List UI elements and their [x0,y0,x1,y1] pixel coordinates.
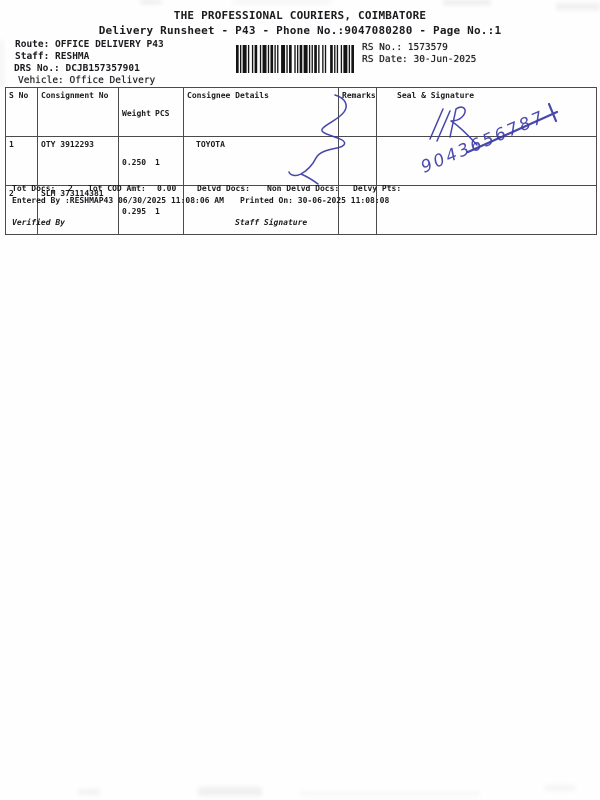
cell-weight: 0.295 [122,207,147,216]
scan-smudge [232,0,332,4]
tot-docs-value: 2 [68,184,73,193]
cell-consignment: OTY 3912293 [37,136,119,186]
cell-weight-pcs: 0.250 1 [118,136,184,186]
cell-pcs: 1 [155,158,160,167]
cell-remarks [338,136,377,186]
scan-smudge [140,0,162,4]
table-header-row: S No Consignment No Weight PCS Consignee … [5,87,597,137]
header-remarks: Remarks [338,87,377,137]
cell-sno: 1 [5,136,38,186]
rs-date-line: RS Date: 30-Jun-2025 [362,54,477,65]
runsheet-table: S No Consignment No Weight PCS Consignee … [5,87,597,235]
header-consignment: Consignment No [37,87,119,137]
tot-cod-value: 0.00 [157,184,177,193]
cell-consignee [183,185,339,235]
cell-sno: 2 [5,185,38,235]
cell-weight-pcs: 0.295 1 [118,185,184,235]
scan-smudge [545,785,575,791]
cell-pcs: 1 [155,207,160,216]
cell-seal [376,185,597,235]
vehicle-line: Vehicle: Office Delivery [18,75,156,86]
scan-smudge [78,789,100,795]
header-weight-pcs: Weight PCS [118,87,184,137]
header-pcs: PCS [155,109,170,118]
non-delvd-docs-label: Non Delvd Docs: [267,184,340,193]
staff-signature-label: Staff Signature [235,218,308,227]
delvd-docs-label: Delvd Docs: [197,184,250,193]
staff-line: Staff: RESHMA [15,51,90,62]
tot-cod-label: Tot COD Amt: [88,184,146,193]
barcode-image [236,45,354,73]
entered-by-line: Entered By :RESHMAP43 06/30/2025 11:08:0… [12,196,224,205]
cell-seal [376,136,597,186]
scan-smudge [0,40,3,88]
header-sno: S No [5,87,38,137]
rs-no-line: RS No.: 1573579 [362,42,448,53]
tot-docs-label: Tot Docs: [12,184,56,193]
page-title: THE PROFESSIONAL COURIERS, COIMBATORE [173,9,427,22]
printed-on-line: Printed On: 30-06-2025 11:08:08 [240,196,390,205]
header-weight: Weight [122,109,151,118]
verified-by-label: Verified By [12,218,65,227]
scan-smudge [556,3,600,10]
page-subtitle: Delivery Runsheet - P43 - Phone No.:9047… [98,24,502,37]
scan-smudge [300,791,480,796]
drs-no-line: DRS No.: DCJB157357901 [14,63,140,74]
table-row: 2 SLM 373114381 0.295 1 [5,185,597,235]
delvy-pts-label: Delvy Pts: [353,184,402,193]
scan-smudge [443,0,491,5]
cell-remarks [338,185,377,235]
scan-smudge [198,787,262,796]
cell-consignee: TOYOTA [183,136,339,186]
header-seal: Seal & Signature [376,87,597,137]
cell-weight: 0.250 [122,158,147,167]
table-row: 1 OTY 3912293 0.250 1 TOYOTA [5,136,597,186]
route-line: Route: OFFICE DELIVERY P43 [15,39,164,50]
header-consignee: Consignee Details [183,87,339,137]
